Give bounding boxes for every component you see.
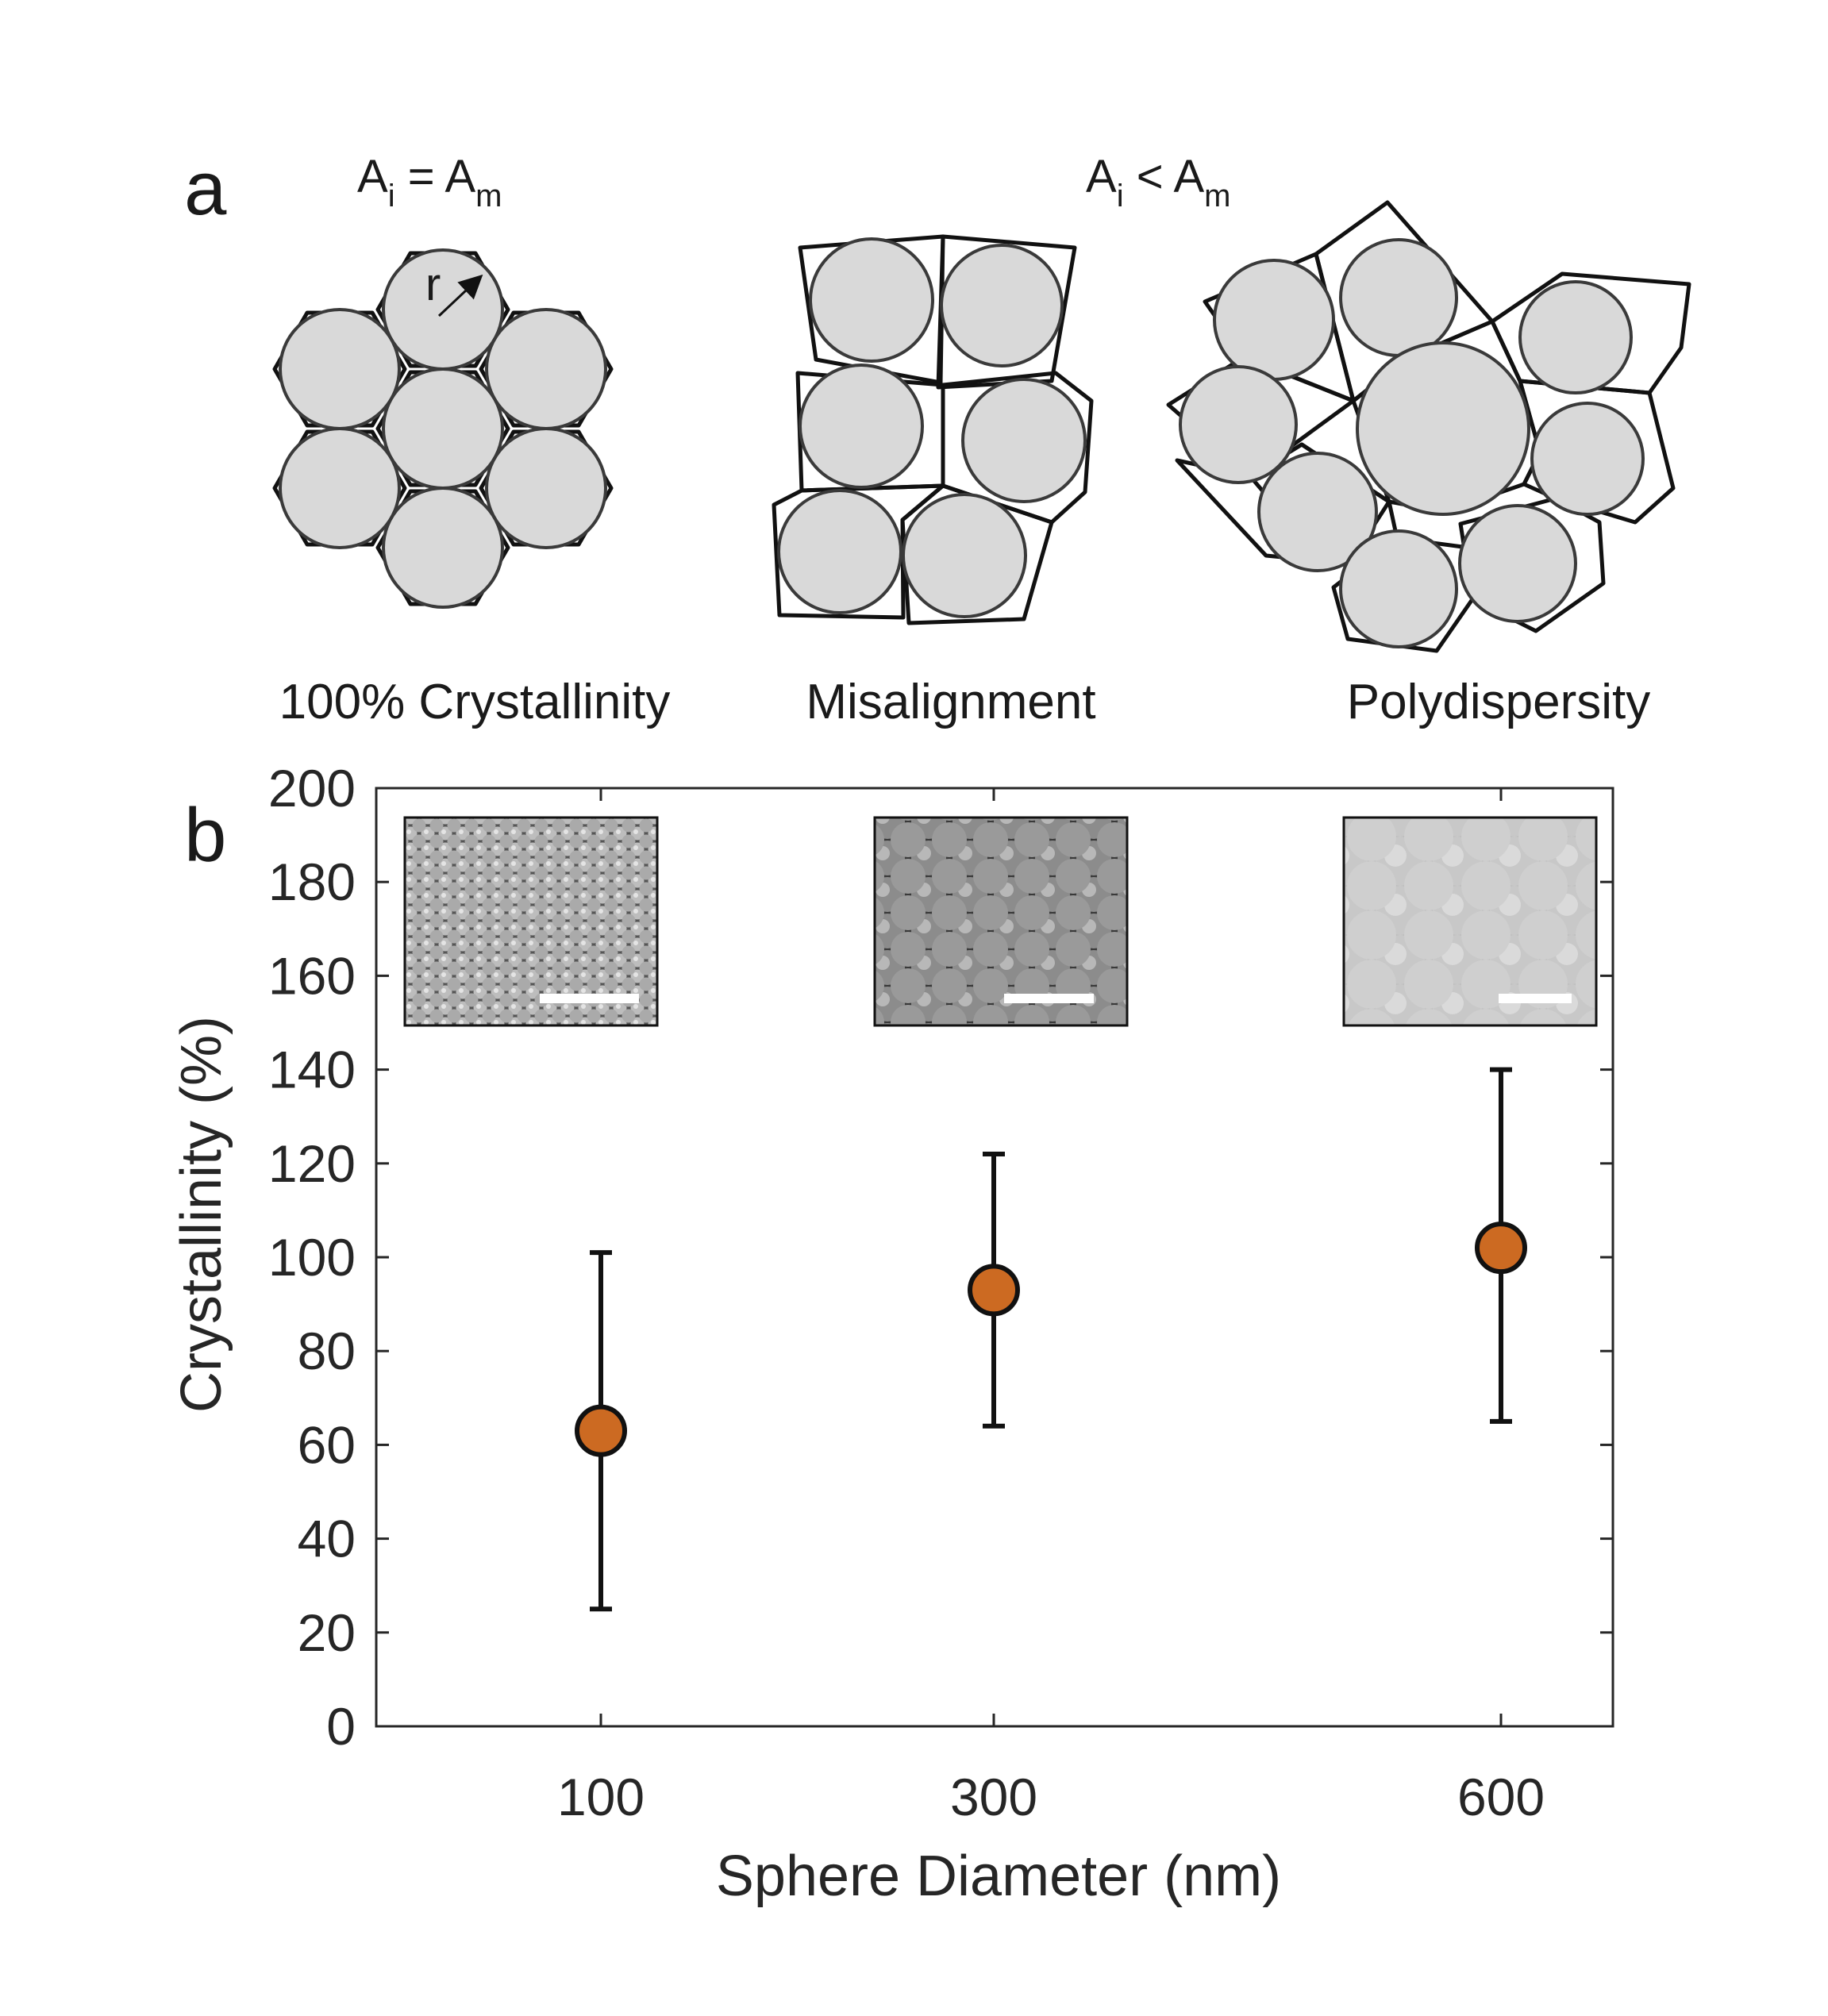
y-tick-label: 0 [326,1697,356,1756]
x-axis-title: Sphere Diameter (nm) [716,1845,1281,1908]
x-tick-marks: 100 300 600 [557,788,1545,1826]
equation-equal: Ai = Am [357,151,502,214]
polydispersity-diagram [1166,200,1691,653]
x-tick-label: 300 [950,1768,1037,1826]
caption-crystallinity: 100% Crystallinity [279,675,671,729]
y-tick-marks: 0 20 40 60 80 100 120 140 160 180 200 [268,759,1613,1756]
y-axis-title: Crystallinity (%) [170,1016,233,1413]
y-tick-label: 180 [268,852,356,911]
x-tick-label: 600 [1457,1768,1545,1826]
y-tick-label: 60 [298,1415,356,1474]
y-tick-label: 20 [298,1603,356,1662]
radius-label: r [425,259,441,310]
y-tick-label: 140 [268,1041,356,1099]
panel-a: a Ai = Am Ai < Am r [184,146,1691,729]
sem-inset-300 [873,816,1129,1027]
x-tick-label: 100 [557,1768,645,1826]
data-point [968,1264,1020,1317]
sem-insets [403,816,1598,1027]
sem-inset-100 [403,816,659,1027]
caption-polydispersity: Polydispersity [1347,675,1650,729]
caption-misalignment: Misalignment [806,675,1095,729]
panel-b-letter: b [184,793,226,878]
misalignment-diagram [772,234,1094,625]
data-point [1475,1222,1527,1275]
y-tick-label: 160 [268,946,356,1005]
y-tick-label: 100 [268,1228,356,1287]
sem-inset-600 [1342,816,1598,1027]
equation-less: Ai < Am [1086,151,1231,214]
y-tick-label: 80 [298,1322,356,1380]
y-tick-label: 120 [268,1134,356,1193]
radius-arrow [437,274,483,317]
y-tick-label: 200 [268,759,356,818]
y-tick-label: 40 [298,1510,356,1568]
panel-a-letter: a [184,146,227,231]
hexagonal-packing-diagram [272,248,614,609]
data-point [575,1404,627,1457]
data-series [575,1067,1527,1612]
